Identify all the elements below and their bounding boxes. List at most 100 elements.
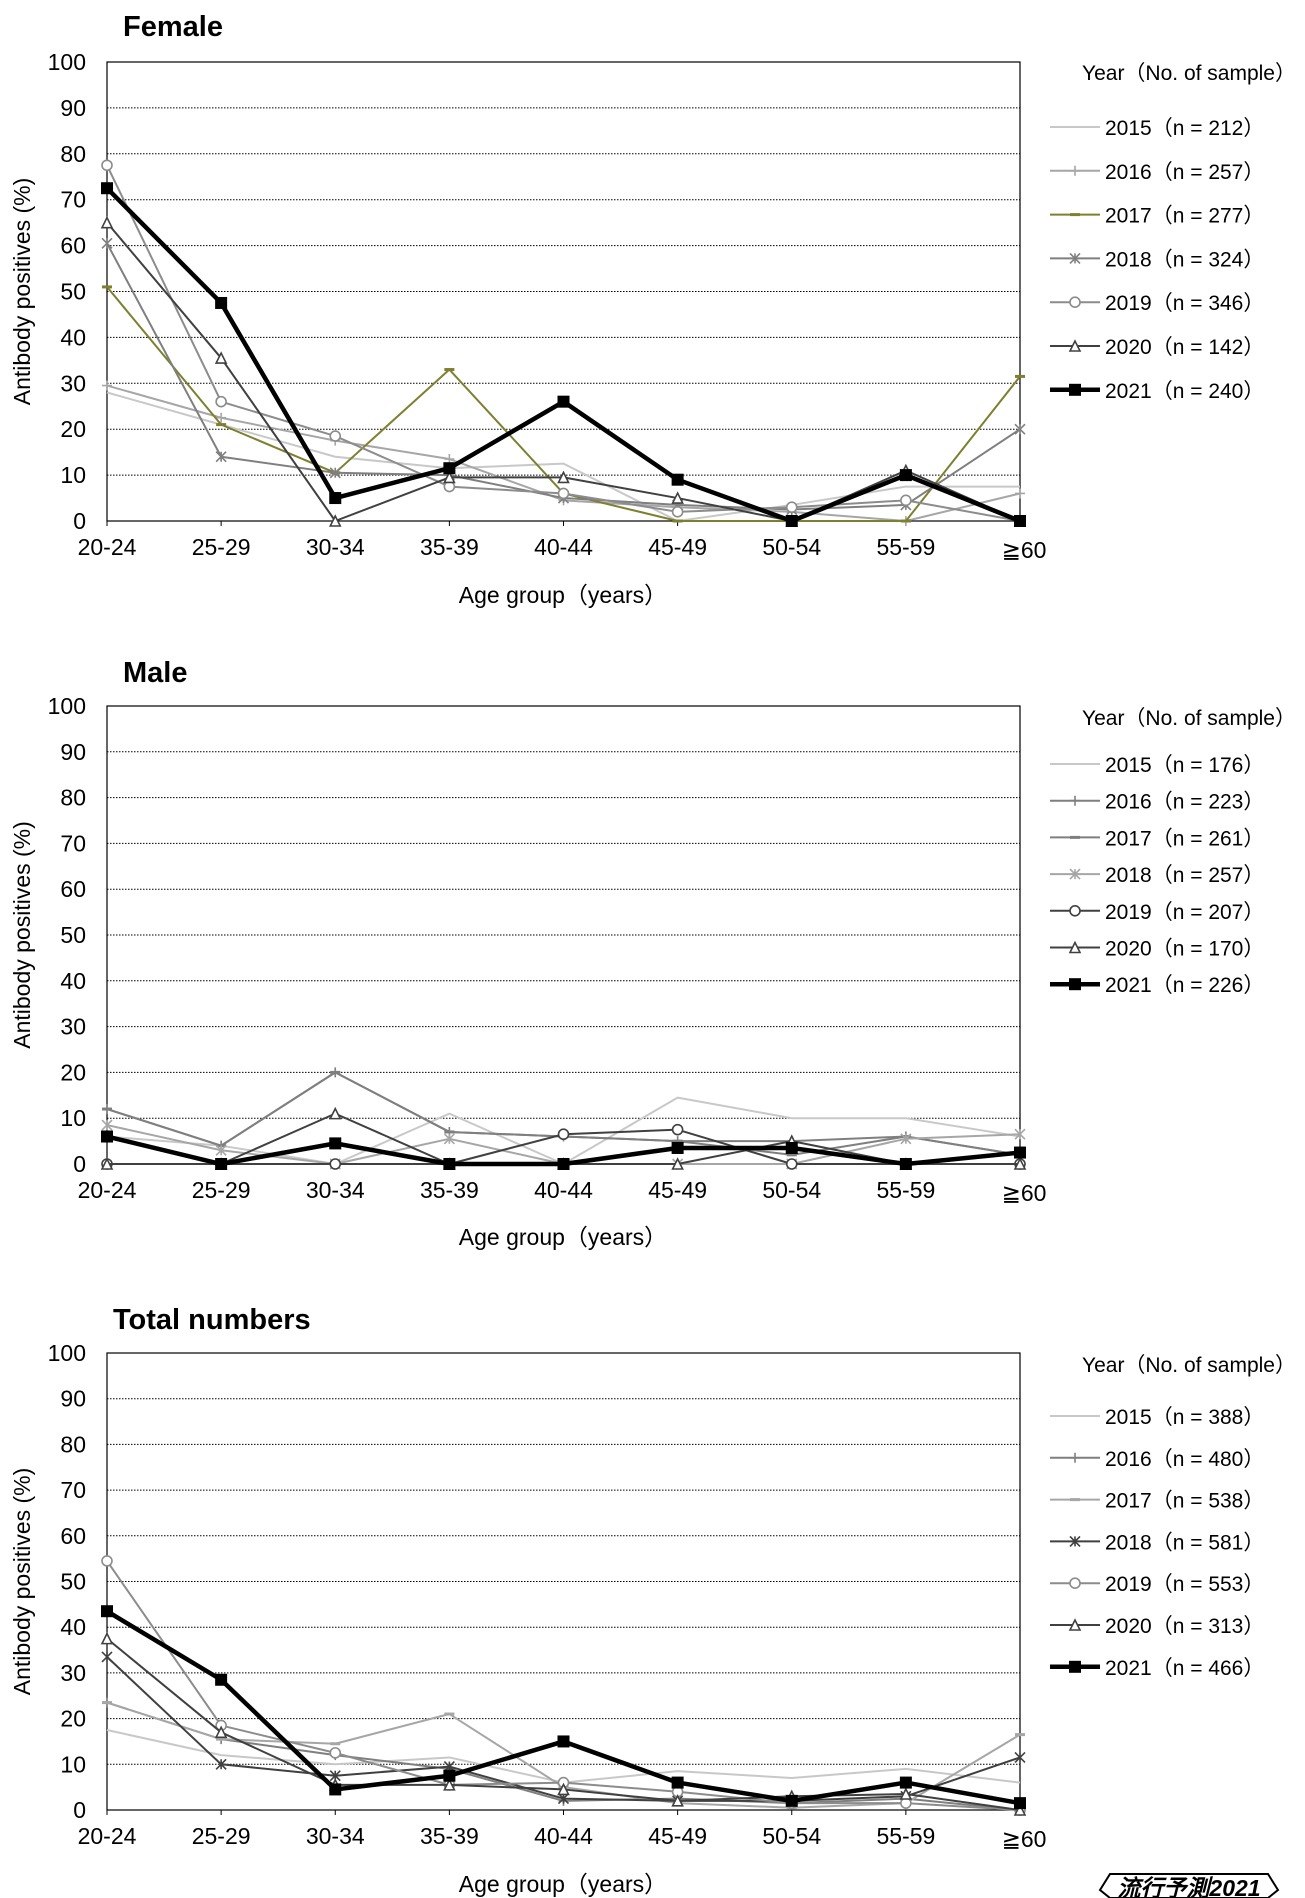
y-tick-label: 70 — [60, 830, 86, 856]
marker-square — [329, 1783, 341, 1795]
legend: Year（No. of sample）2015（n = 212）2016（n =… — [1050, 62, 1296, 403]
marker-triangle — [102, 218, 112, 228]
marker-square — [443, 462, 455, 474]
marker-square — [558, 1735, 570, 1747]
y-tick-label: 80 — [60, 1431, 86, 1457]
y-tick-label: 60 — [60, 1523, 86, 1549]
marker-circle — [787, 1159, 797, 1169]
marker-circle — [559, 488, 569, 498]
y-tick-label: 70 — [60, 187, 86, 213]
marker-plus — [102, 381, 112, 391]
x-axis-title: Age group（years） — [459, 582, 667, 608]
marker-square — [215, 297, 227, 309]
legend-label: 2021（n = 226） — [1105, 974, 1264, 997]
marker-plus — [1015, 488, 1025, 498]
legend-label: 2018（n = 257） — [1105, 864, 1264, 887]
marker-circle — [673, 507, 683, 517]
legend-label: 2019（n = 553） — [1105, 1573, 1264, 1596]
marker-square — [900, 1777, 912, 1789]
legend-title: Year（No. of sample） — [1082, 1354, 1296, 1377]
marker-plus — [1070, 796, 1080, 806]
chart-female: Female010203040506070809010020-24 25-29 30… — [9, 11, 1296, 608]
x-tick-label: 50-54 — [762, 1177, 821, 1203]
x-tick-label: 40-44 — [534, 534, 593, 560]
legend-label: 2017（n = 261） — [1105, 827, 1264, 850]
marker-square — [672, 474, 684, 486]
chart-total: Total numbers 0 10 20 30 40 50 60 70 80 90 100 20-24… — [9, 1304, 1296, 1897]
marker-circle — [330, 1159, 340, 1169]
marker-square — [1014, 1797, 1026, 1809]
marker-square — [1014, 1147, 1026, 1159]
y-tick-label: 30 — [60, 370, 86, 396]
marker-circle — [216, 397, 226, 407]
y-tick-label: 90 — [60, 95, 86, 121]
y-tick-label: 0 — [73, 1151, 86, 1177]
marker-plus — [1070, 1453, 1080, 1463]
x-tick-label: 30-34 — [306, 1823, 365, 1849]
legend-label: 2021（n = 240） — [1105, 380, 1264, 403]
legend-label: 2018（n = 581） — [1105, 1531, 1264, 1554]
y-tick-label: 100 — [48, 49, 86, 75]
marker-square — [101, 1605, 113, 1617]
y-tick-label: 30 — [60, 1014, 86, 1040]
y-tick-label: 20 — [60, 1059, 86, 1085]
series-line — [107, 1072, 1020, 1154]
series-1 — [102, 1067, 1025, 1159]
chart-title: Male — [123, 657, 187, 689]
y-tick-label: 30 — [60, 1660, 86, 1686]
marker-circle — [330, 1748, 340, 1758]
series-line — [107, 243, 1020, 509]
y-tick-label: 90 — [60, 1386, 86, 1412]
legend-label: 2017（n = 277） — [1105, 205, 1264, 228]
legend-label: 2016（n = 257） — [1105, 161, 1264, 184]
x-tick-label: 55-59 — [876, 1177, 935, 1203]
marker-plus — [1070, 166, 1080, 176]
stamp-text: 流行予測2021 — [1117, 1875, 1260, 1898]
marker-circle — [673, 1125, 683, 1135]
x-tick-label: ≧60 — [1002, 537, 1047, 563]
x-tick-label: 20-24 — [78, 1177, 137, 1203]
legend-label: 2015（n = 176） — [1105, 754, 1264, 777]
x-tick-label: ≧60 — [1002, 1180, 1047, 1206]
y-tick-label: 40 — [60, 324, 86, 350]
legend-label: 2016（n = 223） — [1105, 791, 1264, 814]
marker-circle — [787, 502, 797, 512]
x-tick-label: 50-54 — [762, 534, 821, 560]
marker-circle — [1070, 1578, 1080, 1588]
x-tick-label: ≧60 — [1002, 1826, 1047, 1852]
marker-square — [900, 469, 912, 481]
marker-square — [1069, 1661, 1081, 1673]
series-4 — [102, 1556, 1025, 1815]
y-tick-label: 20 — [60, 416, 86, 442]
legend-label: 2016（n = 480） — [1105, 1448, 1264, 1471]
marker-circle — [1070, 297, 1080, 307]
y-axis-title: Antibody positives (%) — [9, 178, 35, 406]
x-tick-label: 45-49 — [648, 534, 707, 560]
y-tick-label: 90 — [60, 739, 86, 765]
legend: Year（No. of sample）2015（n = 176）2016（n =… — [1050, 707, 1296, 997]
marker-square — [329, 492, 341, 504]
y-tick-label: 50 — [60, 1569, 86, 1595]
y-tick-label: 60 — [60, 876, 86, 902]
y-tick-label: 80 — [60, 785, 86, 811]
x-tick-label: 55-59 — [876, 1823, 935, 1849]
marker-square — [558, 1158, 570, 1170]
marker-circle — [901, 495, 911, 505]
y-tick-label: 20 — [60, 1706, 86, 1732]
y-tick-label: 10 — [60, 1751, 86, 1777]
marker-square — [101, 182, 113, 194]
y-tick-label: 40 — [60, 1614, 86, 1640]
x-tick-label: 20-24 — [78, 534, 137, 560]
x-tick-label: 30-34 — [306, 1177, 365, 1203]
marker-star — [102, 1652, 112, 1662]
series-5 — [102, 218, 1025, 526]
legend-label: 2018（n = 324） — [1105, 248, 1264, 271]
x-tick-label: 50-54 — [762, 1823, 821, 1849]
y-tick-label: 0 — [73, 1797, 86, 1823]
marker-square — [329, 1137, 341, 1149]
x-axis-title: Age group（years） — [459, 1871, 667, 1897]
legend-title: Year（No. of sample） — [1082, 62, 1296, 85]
y-tick-label: 50 — [60, 922, 86, 948]
marker-square — [786, 515, 798, 527]
